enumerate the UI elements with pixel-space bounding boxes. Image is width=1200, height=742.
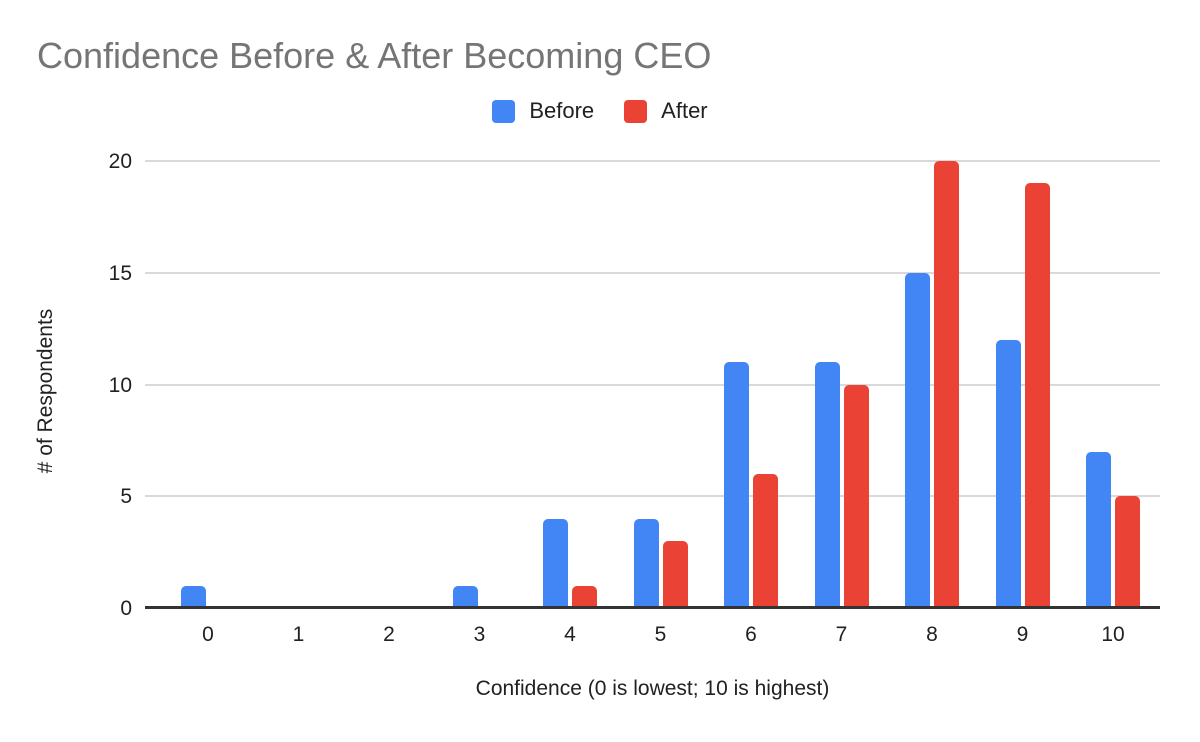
- bar-before-10[interactable]: [1086, 451, 1111, 608]
- bar-after-6[interactable]: [753, 473, 778, 608]
- x-tick-label-1: 1: [292, 623, 305, 646]
- y-tick-label-5: 5: [120, 485, 132, 509]
- x-axis-line: [145, 606, 1160, 609]
- x-tick-label-2: 2: [383, 623, 395, 646]
- y-axis-title: # of Respondents: [34, 308, 57, 474]
- bar-after-10[interactable]: [1115, 496, 1140, 608]
- gridline-15: [145, 271, 1160, 274]
- x-tick-label-4: 4: [564, 623, 576, 646]
- bar-after-9[interactable]: [1024, 183, 1050, 608]
- gridline-20: [145, 160, 1160, 162]
- x-tick-label-6: 6: [745, 623, 757, 646]
- legend: Before After: [0, 98, 1200, 124]
- gridline-10: [145, 383, 1160, 386]
- bar-after-8[interactable]: [934, 161, 959, 608]
- legend-label-before: Before: [529, 98, 595, 123]
- bar-after-4[interactable]: [572, 585, 597, 608]
- bar-after-5[interactable]: [662, 540, 688, 608]
- legend-swatch-after-icon: [624, 99, 648, 123]
- gridline-5: [145, 495, 1160, 498]
- bar-after-7[interactable]: [843, 384, 869, 608]
- x-tick-label-8: 8: [926, 623, 938, 646]
- plot-area: [145, 160, 1160, 609]
- bar-before-9[interactable]: [995, 339, 1021, 608]
- x-axis-title: Confidence (0 is lowest; 10 is highest): [475, 677, 830, 700]
- y-tick-label-15: 15: [108, 261, 132, 285]
- x-tick-label-7: 7: [835, 623, 848, 646]
- bar-before-5[interactable]: [633, 518, 659, 608]
- bar-before-4[interactable]: [543, 518, 568, 608]
- legend-swatch-before-icon: [492, 99, 516, 123]
- y-tick-label-10: 10: [108, 373, 132, 397]
- x-tick-label-0: 0: [202, 623, 214, 646]
- x-tick-label-9: 9: [1016, 623, 1029, 646]
- bar-before-6[interactable]: [724, 362, 749, 608]
- x-tick-label-10: 10: [1101, 623, 1125, 646]
- x-tick-label-5: 5: [654, 623, 667, 646]
- chart-title: Confidence Before & After Becoming CEO: [37, 35, 712, 76]
- bar-before-7[interactable]: [814, 362, 840, 608]
- x-tick-label-3: 3: [473, 623, 486, 646]
- bar-before-8[interactable]: [905, 272, 930, 608]
- legend-item-before[interactable]: Before: [492, 98, 594, 124]
- legend-label-after: After: [661, 98, 708, 123]
- legend-item-after[interactable]: After: [624, 98, 708, 124]
- y-tick-label-20: 20: [108, 150, 132, 173]
- bar-before-3[interactable]: [452, 585, 478, 608]
- y-tick-label-0: 0: [120, 597, 132, 620]
- bar-before-0[interactable]: [181, 585, 206, 608]
